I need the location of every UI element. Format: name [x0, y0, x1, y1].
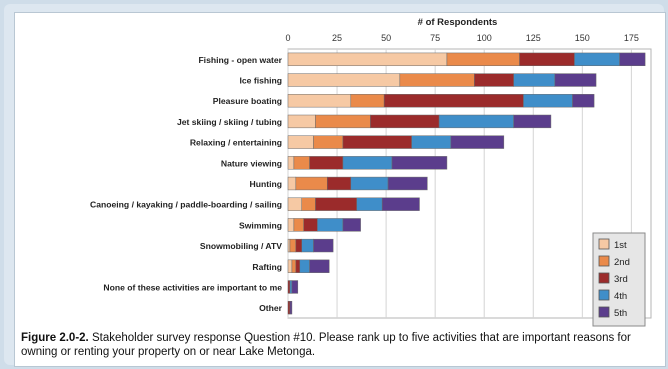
- bar-segment: [309, 259, 330, 273]
- document-frame: # of Respondents 0 25 50 75 100 125 150 175 Fishi…: [4, 4, 666, 367]
- bar-segment: [295, 259, 301, 273]
- bar-segment: [315, 197, 357, 211]
- legend-swatch: [598, 306, 610, 318]
- bar-segment: [313, 135, 344, 149]
- bar-segment: [287, 238, 291, 253]
- bar-segment: [438, 114, 514, 129]
- bar-segment: [387, 176, 428, 191]
- bar-segment: [289, 300, 293, 315]
- bar-segment: [287, 280, 291, 294]
- bar-segment: [293, 156, 310, 170]
- category-label: Hunting: [250, 179, 282, 189]
- bar-segment: [342, 156, 393, 170]
- bar-segment: [289, 280, 293, 294]
- category-label: Ice fishing: [240, 76, 283, 86]
- category-label: Swimming: [239, 220, 282, 230]
- bar-segment: [350, 94, 385, 108]
- bar-segment: [287, 94, 352, 108]
- x-tick-label: 25: [332, 33, 342, 43]
- bar-segment: [381, 197, 420, 211]
- category-label: Canoeing / kayaking / paddle-boarding / …: [90, 200, 282, 210]
- bar-segment: [301, 197, 316, 211]
- bar-segment: [287, 197, 302, 211]
- stacked-bar-chart: # of Respondents 0 25 50 75 100 125 150 175 Fishi…: [90, 17, 652, 327]
- legend-label: 2nd: [614, 257, 630, 268]
- legend-swatch: [598, 238, 610, 250]
- category-label: Jet skiing / skiing / tubing: [177, 117, 282, 127]
- figure-panel: # of Respondents 0 25 50 75 100 125 150 175 Fishi…: [14, 12, 666, 367]
- bar-segment: [450, 135, 505, 149]
- caption-text: Stakeholder survey response Question #10…: [21, 332, 631, 358]
- bar-segment: [342, 218, 361, 232]
- bar-segment: [523, 94, 573, 108]
- bar-segment: [317, 218, 344, 232]
- bar-segment: [574, 52, 620, 67]
- bar-segment: [446, 52, 520, 67]
- x-tick-label: 75: [430, 33, 440, 43]
- bar-segment: [287, 114, 316, 129]
- category-label: None of these activities are important t…: [103, 282, 282, 292]
- bar-segment: [293, 218, 304, 232]
- bar-segment: [474, 73, 514, 87]
- legend-label: 1st: [614, 240, 627, 251]
- bar-segment: [299, 259, 310, 273]
- bar-segment: [287, 300, 291, 315]
- legend-label: 3rd: [614, 274, 628, 285]
- legend-label: 5th: [614, 308, 627, 319]
- bar-segment: [399, 73, 475, 87]
- category-label: Relaxing / entertaining: [190, 138, 282, 148]
- category-label: Snowmobiling / ATV: [200, 241, 282, 251]
- x-tick-label: 50: [381, 33, 391, 43]
- bar-segment: [289, 238, 297, 253]
- x-tick-label: 150: [575, 33, 590, 43]
- x-tick-label: 125: [526, 33, 541, 43]
- bar-segment: [301, 238, 314, 253]
- bar-segment: [287, 135, 314, 149]
- x-tick-label: 175: [624, 33, 639, 43]
- bar-segment: [411, 135, 452, 149]
- bar-segment: [370, 114, 440, 129]
- bar-segment: [513, 114, 552, 129]
- bar-segment: [295, 176, 328, 191]
- legend-swatch: [598, 272, 610, 284]
- figure-label: Figure 2.0-2.: [21, 332, 89, 344]
- bar-segment: [313, 238, 334, 253]
- legend-swatch: [598, 289, 610, 301]
- bar-segment: [303, 218, 318, 232]
- bar-segment: [513, 73, 556, 87]
- category-label: Nature viewing: [221, 158, 282, 168]
- bar-segment: [383, 94, 524, 108]
- bar-segment: [350, 176, 389, 191]
- legend-label: 4th: [614, 291, 627, 302]
- bar-segment: [554, 73, 597, 87]
- bar-segment: [326, 176, 352, 191]
- bar-segment: [572, 94, 595, 108]
- bar-segment: [295, 238, 302, 253]
- category-label: Rafting: [252, 262, 282, 272]
- bar-segment: [287, 259, 293, 273]
- bar-segment: [391, 156, 448, 170]
- bar-segment: [287, 176, 297, 191]
- bar-segment: [315, 114, 371, 129]
- bar-segment: [287, 156, 295, 170]
- axis-title: # of Respondents: [418, 17, 498, 28]
- figure-caption: Figure 2.0-2. Stakeholder survey respons…: [21, 331, 661, 359]
- bar-segment: [619, 52, 646, 67]
- bar-segment: [519, 52, 575, 67]
- x-tick-label: 100: [477, 33, 492, 43]
- bar-segment: [309, 156, 344, 170]
- bar-segment: [287, 52, 448, 67]
- category-label: Fishing - open water: [198, 55, 282, 65]
- legend-swatch: [598, 255, 610, 267]
- bar-segment: [287, 73, 401, 87]
- bar-segment: [342, 135, 412, 149]
- bar-segment: [356, 197, 383, 211]
- bar-segment: [291, 280, 299, 294]
- bar-segment: [291, 259, 297, 273]
- category-label: Other: [259, 303, 283, 313]
- bar-segment: [287, 218, 295, 232]
- x-tick-label: 0: [285, 33, 290, 43]
- category-label: Pleasure boating: [213, 96, 282, 106]
